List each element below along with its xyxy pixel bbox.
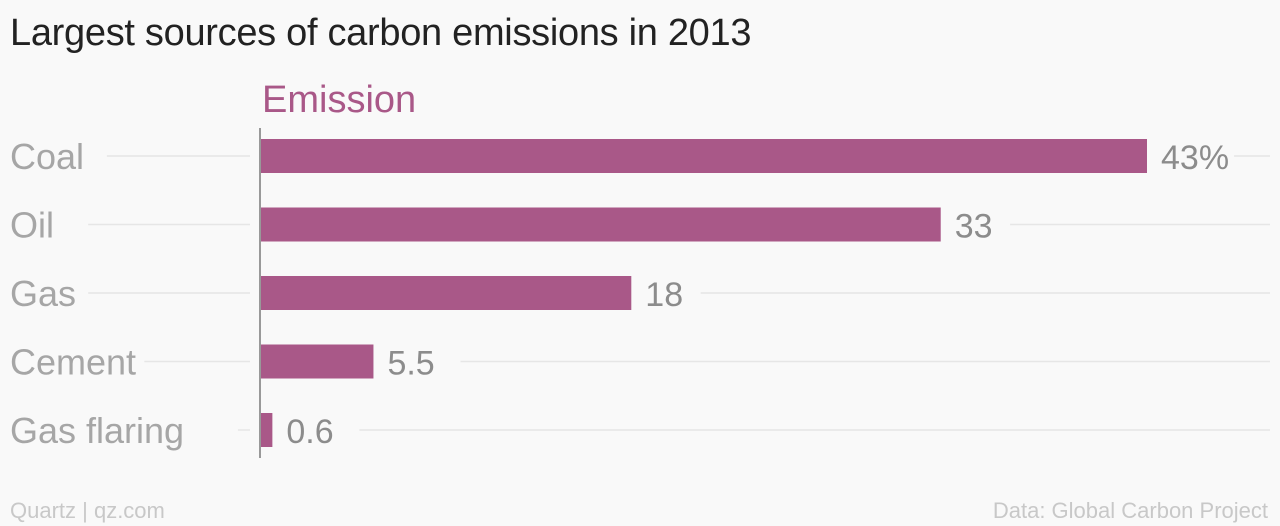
footer-source-left: Quartz | qz.com bbox=[10, 498, 165, 523]
bar bbox=[260, 276, 632, 310]
category-label: Coal bbox=[10, 136, 84, 177]
value-label: 0.6 bbox=[286, 413, 333, 451]
bars bbox=[260, 139, 1147, 447]
value-label: 18 bbox=[645, 276, 683, 314]
bar bbox=[260, 344, 374, 379]
value-label: 43% bbox=[1161, 139, 1229, 177]
value-label: 5.5 bbox=[387, 345, 434, 383]
value-label: 33 bbox=[955, 208, 993, 246]
chart-title: Largest sources of carbon emissions in 2… bbox=[10, 12, 752, 54]
category-label: Gas flaring bbox=[10, 410, 184, 451]
gridlines bbox=[88, 155, 1270, 431]
series-label: Emission bbox=[262, 79, 416, 121]
category-labels: Coal Oil Gas Cement Gas flaring bbox=[10, 136, 184, 451]
bar bbox=[260, 139, 1147, 173]
bar bbox=[260, 207, 941, 242]
category-label: Gas bbox=[10, 273, 76, 314]
value-labels: 43% 33 18 5.5 0.6 bbox=[286, 139, 1229, 451]
bar bbox=[260, 413, 273, 447]
category-label: Oil bbox=[10, 205, 54, 246]
category-label: Cement bbox=[10, 342, 136, 383]
footer-source-right: Data: Global Carbon Project bbox=[992, 498, 1268, 523]
